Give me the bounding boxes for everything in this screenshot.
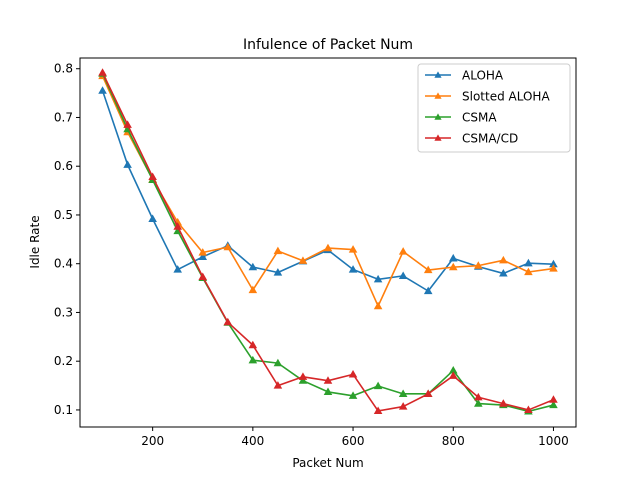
data-point-csma [323, 387, 333, 396]
y-tick-label: 0.5 [54, 208, 73, 222]
data-point-aloha [173, 265, 182, 273]
y-tick-label: 0.8 [54, 62, 73, 76]
data-point-aloha [98, 86, 107, 94]
legend-label: CSMA [462, 111, 497, 125]
data-point-slotted-aloha [273, 246, 283, 255]
legend-marker [434, 92, 442, 99]
x-tick-label: 1000 [538, 434, 569, 448]
data-point-slotted-aloha [323, 243, 333, 252]
data-point-csma [398, 389, 408, 397]
data-point-csma-cd [198, 272, 208, 280]
data-point-aloha [148, 214, 157, 222]
y-tick-label: 0.2 [54, 354, 73, 368]
data-point-slotted-aloha [499, 255, 508, 264]
data-point-slotted-aloha [298, 256, 308, 264]
legend-marker [434, 134, 442, 141]
data-point-aloha [423, 286, 433, 295]
y-axis: 0.1 0.2 0.3 0.4 0.5 0.6 0.7 0.8 [54, 62, 80, 417]
data-point-aloha [524, 258, 533, 267]
chart-title: Infulence of Packet Num [243, 37, 413, 53]
x-tick-label: 600 [342, 434, 365, 448]
data-point-aloha [398, 271, 408, 279]
data-point-csma-cd [223, 317, 233, 326]
data-point-csma [474, 399, 483, 407]
data-point-csma-cd [524, 405, 533, 414]
data-point-csma-cd [448, 371, 458, 379]
y-tick-label: 0.3 [54, 305, 73, 319]
data-point-csma [348, 391, 358, 399]
legend-label: Slotted ALOHA [462, 90, 550, 104]
data-point-slotted-aloha [448, 262, 458, 271]
data-point-aloha [123, 160, 132, 168]
y-axis-title: Idle Rate [28, 215, 42, 268]
x-tick-label: 400 [241, 434, 264, 448]
data-point-slotted-aloha [198, 248, 208, 256]
series-csma [98, 69, 558, 415]
data-point-csma-cd [499, 399, 508, 407]
data-point-csma-cd [173, 222, 182, 230]
data-point-aloha [448, 253, 458, 262]
data-point-csma-cd [423, 389, 433, 397]
x-tick-label: 200 [141, 434, 164, 448]
data-point-csma-cd [373, 406, 383, 415]
y-tick-label: 0.4 [54, 257, 73, 271]
data-point-csma-cd [248, 340, 258, 349]
plot-area-frame [79, 57, 577, 428]
y-tick-label: 0.7 [54, 110, 73, 124]
data-point-csma-cd [298, 372, 308, 380]
data-point-csma-cd [398, 402, 408, 410]
data-point-csma [373, 381, 383, 390]
data-point-csma-cd [474, 392, 483, 401]
series-layer [98, 68, 558, 415]
data-point-csma [298, 376, 308, 384]
data-point-csma [248, 355, 258, 364]
data-point-slotted-aloha [549, 264, 558, 272]
legend-marker [434, 113, 442, 120]
data-point-csma-cd [549, 395, 558, 403]
data-point-csma-cd [123, 120, 132, 128]
data-point-slotted-aloha [398, 247, 408, 255]
data-point-slotted-aloha [348, 245, 358, 253]
series-csma-cd [98, 68, 558, 415]
legend-box [417, 63, 571, 153]
legend-label: CSMA/CD [462, 132, 518, 146]
data-point-aloha [248, 262, 258, 271]
data-point-slotted-aloha [248, 285, 258, 294]
data-point-csma [273, 358, 283, 367]
y-tick-label: 0.1 [54, 403, 73, 417]
data-point-csma-cd [348, 369, 358, 378]
data-point-aloha [198, 252, 208, 260]
data-point-aloha [348, 265, 358, 273]
data-point-slotted-aloha [474, 261, 483, 269]
x-axis-title: Packet Num [292, 456, 363, 470]
y-tick-label: 0.6 [54, 159, 73, 173]
data-point-slotted-aloha [524, 267, 533, 276]
legend: ALOHA Slotted ALOHA CSMA CSMA/CD [417, 63, 571, 153]
data-point-slotted-aloha [223, 242, 233, 251]
data-point-aloha [273, 268, 283, 276]
data-point-slotted-aloha [373, 301, 383, 310]
legend-label: ALOHA [462, 69, 504, 83]
data-point-csma-cd [98, 68, 107, 76]
data-point-csma [549, 400, 558, 409]
data-point-csma-cd [323, 376, 333, 384]
data-point-csma-cd [273, 381, 283, 389]
data-point-csma-cd [148, 172, 157, 181]
data-point-slotted-aloha [423, 265, 433, 274]
x-tick-label: 800 [442, 434, 465, 448]
data-point-aloha [499, 269, 508, 277]
legend-marker [434, 71, 442, 78]
x-axis: 200 400 600 800 1000 [141, 427, 569, 448]
data-point-aloha [373, 274, 383, 283]
